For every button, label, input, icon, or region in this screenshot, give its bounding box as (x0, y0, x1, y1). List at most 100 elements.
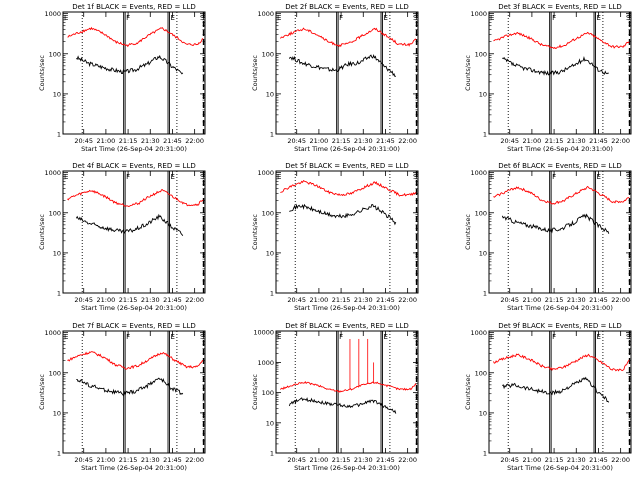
x-tick-label: 22:00 (398, 137, 417, 145)
x-tick-label: 21:45 (376, 456, 395, 464)
y-tick-label: 100 (475, 50, 487, 58)
lld-series-line (493, 31, 630, 50)
x-tick-label: 22:00 (398, 456, 417, 464)
event-marker-label: F (339, 333, 343, 341)
event-marker-label: F (339, 14, 343, 22)
event-marker-label: F (126, 173, 130, 181)
x-tick-label: 21:30 (567, 456, 586, 464)
chart-panel: Det 4f BLACK = Events, RED = LLD 1 10 100 10… (38, 162, 206, 312)
y-tick-label: 10 (266, 90, 274, 98)
chart-panel: Det 8f BLACK = Events, RED = LLD 1 10 100 10… (251, 322, 419, 472)
event-marker-label: E (597, 14, 601, 22)
event-marker-label: E (277, 173, 281, 181)
x-tick-label: 21:30 (354, 137, 373, 145)
x-tick-label: 21:45 (589, 296, 608, 304)
x-tick-label: 20:45 (500, 137, 519, 145)
y-tick-label: 1000 (470, 10, 487, 18)
x-tick-label: 20:45 (74, 137, 93, 145)
x-tick-label: 21:15 (545, 456, 564, 464)
event-marker-label: E (490, 333, 494, 341)
lld-series-line (280, 381, 417, 393)
y-tick-label: 1000 (470, 169, 487, 177)
lld-series-line (493, 185, 630, 205)
y-tick-label: 10 (53, 249, 61, 257)
y-tick-label: 1000 (44, 10, 61, 18)
x-tick-label: 21:45 (376, 137, 395, 145)
x-tick-label: 21:15 (332, 296, 351, 304)
event-marker-label: S (626, 14, 631, 22)
event-marker-label: E (490, 14, 494, 22)
x-tick-label: 22:00 (611, 296, 630, 304)
events-series-line (288, 397, 397, 414)
x-tick-label: 21:00 (523, 296, 542, 304)
y-tick-label: 1 (483, 450, 487, 458)
x-axis-label: Start Time (26-Sep-04 20:31:00) (81, 304, 187, 312)
event-marker-label: S (626, 173, 631, 181)
y-tick-label: 1000 (44, 329, 61, 337)
event-marker-label: E (490, 173, 494, 181)
y-tick-label: 10 (479, 409, 487, 417)
event-marker-label: E (171, 14, 175, 22)
x-axis-label: Start Time (26-Sep-04 20:31:00) (294, 464, 400, 472)
y-tick-label: 10 (53, 90, 61, 98)
x-tick-label: 20:45 (74, 296, 93, 304)
event-marker-label: E (64, 14, 68, 22)
x-tick-label: 21:00 (523, 137, 542, 145)
x-tick-label: 21:30 (567, 296, 586, 304)
x-tick-label: 22:00 (611, 456, 630, 464)
y-tick-label: 10 (266, 419, 274, 427)
x-tick-label: 21:45 (589, 137, 608, 145)
event-marker-label: S (200, 173, 205, 181)
x-tick-label: 20:45 (74, 456, 93, 464)
plot-frame (62, 170, 206, 294)
lld-series-line (280, 179, 417, 197)
y-axis-label: Counts/sec (251, 55, 259, 91)
events-series-line (289, 203, 397, 226)
x-tick-label: 21:45 (589, 456, 608, 464)
x-tick-label: 22:00 (185, 137, 204, 145)
events-series-line (75, 213, 184, 236)
chart-title: Det 2f BLACK = Events, RED = LLD (285, 3, 408, 11)
event-marker-label: E (171, 173, 175, 181)
x-tick-label: 20:45 (500, 296, 519, 304)
y-tick-label: 100 (262, 389, 274, 397)
event-marker-label: E (597, 173, 601, 181)
y-tick-label: 10 (479, 90, 487, 98)
y-tick-label: 1 (270, 131, 274, 139)
chart-title: Det 4f BLACK = Events, RED = LLD (72, 162, 195, 170)
x-axis-label: Start Time (26-Sep-04 20:31:00) (507, 145, 613, 153)
chart-panel: Det 2f BLACK = Events, RED = LLD 1 10 100 10… (251, 3, 419, 153)
y-tick-label: 1 (270, 450, 274, 458)
event-marker-label: E (384, 333, 388, 341)
events-series-line (502, 376, 610, 403)
lld-series-line (67, 26, 204, 48)
x-tick-label: 20:45 (287, 456, 306, 464)
x-tick-label: 21:00 (97, 137, 116, 145)
y-tick-label: 100 (49, 50, 61, 58)
y-axis-label: Counts/sec (38, 55, 46, 91)
x-tick-label: 22:00 (611, 137, 630, 145)
x-tick-label: 21:30 (141, 456, 160, 464)
event-marker-label: E (277, 333, 281, 341)
x-tick-label: 21:15 (545, 296, 564, 304)
x-tick-label: 21:30 (141, 296, 160, 304)
x-tick-label: 20:45 (500, 456, 519, 464)
chart-title: Det 9f BLACK = Events, RED = LLD (498, 322, 621, 330)
x-tick-label: 21:45 (376, 296, 395, 304)
lld-series-line (67, 189, 204, 207)
chart-panel: Det 3f BLACK = Events, RED = LLD 1 10 100 10… (464, 3, 632, 153)
x-tick-label: 22:00 (185, 296, 204, 304)
x-tick-label: 21:45 (163, 296, 182, 304)
x-tick-label: 21:45 (163, 137, 182, 145)
y-tick-label: 1000 (257, 10, 274, 18)
y-tick-label: 1 (483, 290, 487, 298)
x-tick-label: 21:00 (310, 137, 329, 145)
event-marker-label: F (126, 14, 130, 22)
x-tick-label: 21:15 (119, 296, 138, 304)
x-tick-label: 20:45 (287, 137, 306, 145)
x-tick-label: 22:00 (398, 296, 417, 304)
event-marker-label: E (171, 333, 175, 341)
y-tick-label: 1000 (470, 329, 487, 337)
events-series-line (501, 213, 610, 234)
y-axis-label: Counts/sec (38, 214, 46, 250)
